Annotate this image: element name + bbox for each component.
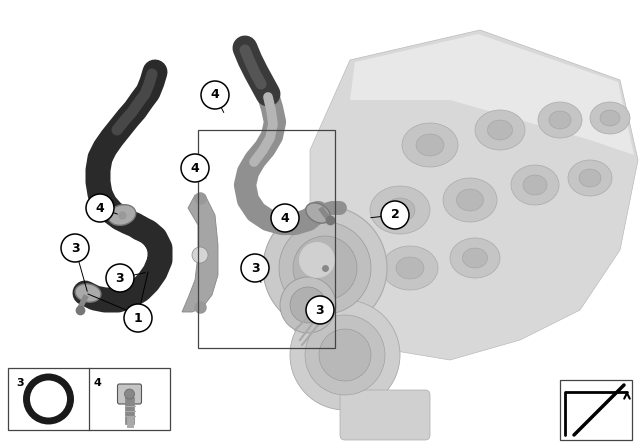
Ellipse shape [416, 134, 444, 156]
Circle shape [381, 201, 409, 229]
Ellipse shape [306, 203, 330, 223]
Ellipse shape [463, 248, 488, 268]
Circle shape [305, 315, 385, 395]
Circle shape [306, 296, 334, 324]
Ellipse shape [511, 165, 559, 205]
Ellipse shape [402, 123, 458, 167]
Ellipse shape [370, 186, 430, 234]
FancyBboxPatch shape [118, 384, 141, 404]
Text: 3: 3 [316, 303, 324, 316]
Circle shape [280, 277, 336, 333]
Circle shape [86, 194, 114, 222]
Circle shape [263, 206, 387, 330]
Ellipse shape [385, 198, 415, 222]
Bar [8, 368, 170, 430]
Text: 3: 3 [16, 378, 24, 388]
Ellipse shape [475, 110, 525, 150]
Text: 3: 3 [70, 241, 79, 254]
Ellipse shape [579, 169, 601, 187]
Circle shape [192, 247, 208, 263]
Circle shape [293, 236, 357, 300]
Circle shape [61, 234, 89, 262]
Text: 3: 3 [251, 262, 259, 275]
Ellipse shape [590, 102, 630, 134]
Circle shape [201, 81, 229, 109]
Text: 2: 2 [390, 208, 399, 221]
Text: 4: 4 [191, 161, 200, 175]
Polygon shape [310, 30, 638, 360]
Ellipse shape [600, 110, 620, 126]
Circle shape [124, 304, 152, 332]
Ellipse shape [538, 102, 582, 138]
Circle shape [35, 385, 63, 413]
Text: 1: 1 [134, 311, 142, 324]
Ellipse shape [382, 246, 438, 290]
Text: 3: 3 [116, 271, 124, 284]
FancyBboxPatch shape [340, 390, 430, 440]
Circle shape [106, 264, 134, 292]
Ellipse shape [75, 284, 101, 302]
Circle shape [125, 389, 134, 399]
Ellipse shape [108, 205, 136, 225]
Circle shape [271, 204, 299, 232]
Ellipse shape [568, 160, 612, 196]
Text: 4: 4 [211, 89, 220, 102]
Ellipse shape [396, 257, 424, 279]
Polygon shape [182, 195, 218, 312]
Ellipse shape [488, 120, 513, 140]
Ellipse shape [450, 238, 500, 278]
Circle shape [290, 300, 400, 410]
Circle shape [290, 287, 326, 323]
Circle shape [279, 222, 371, 314]
Bar [560, 380, 632, 440]
Circle shape [181, 154, 209, 182]
Circle shape [26, 377, 70, 421]
Circle shape [319, 329, 371, 381]
Circle shape [299, 242, 335, 278]
Ellipse shape [456, 189, 483, 211]
Ellipse shape [549, 111, 571, 129]
Text: 1: 1 [134, 314, 142, 327]
Circle shape [241, 254, 269, 282]
Bar [198, 130, 335, 348]
Polygon shape [350, 34, 634, 155]
Text: 4: 4 [280, 211, 289, 224]
Text: 4: 4 [95, 202, 104, 215]
Text: 4: 4 [94, 378, 102, 388]
Ellipse shape [523, 175, 547, 195]
Ellipse shape [443, 178, 497, 222]
